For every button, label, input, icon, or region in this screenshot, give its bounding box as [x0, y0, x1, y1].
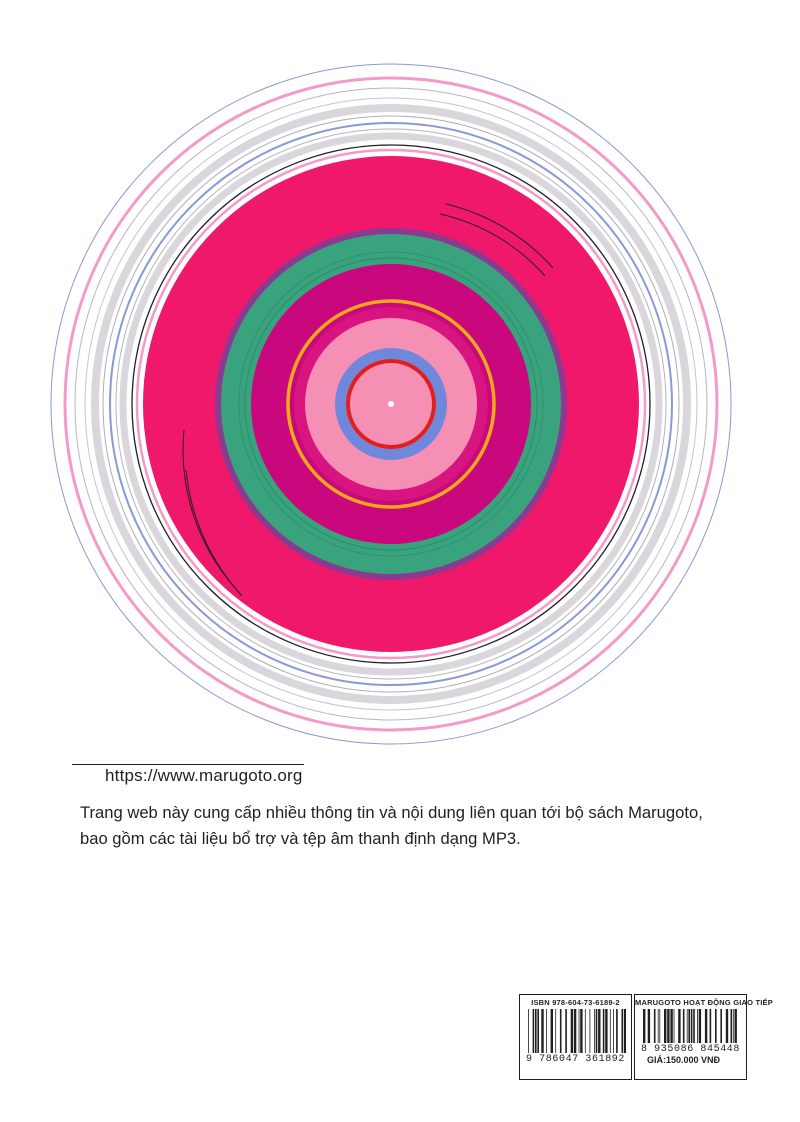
isbn-barcode: ISBN 978-604-73-6189-2 9 786047 361892 — [519, 994, 632, 1080]
barcode-bar — [623, 1009, 626, 1053]
url-divider — [72, 764, 304, 765]
barcode-bar — [686, 1009, 688, 1043]
barcode-bar — [692, 1009, 695, 1043]
barcode-bar — [677, 1009, 681, 1043]
barcode-bar — [573, 1009, 576, 1053]
disc-grooves — [182, 203, 554, 597]
barcode-bar — [597, 1009, 600, 1053]
disc-ring-red — [346, 359, 436, 449]
barcode-bar — [545, 1009, 547, 1053]
isbn-label: ISBN 978-604-73-6189-2 — [531, 998, 620, 1007]
barcode-bar — [696, 1009, 698, 1043]
barcode-bar — [734, 1009, 737, 1043]
barcode-bar — [704, 1009, 707, 1043]
series-label: MARUGOTO HOẠT ĐỘNG GIAO TIẾP — [635, 998, 773, 1007]
barcode-bar — [709, 1009, 711, 1043]
barcode-bar — [578, 1009, 579, 1053]
barcode-bar — [666, 1009, 670, 1043]
barcode-bar — [593, 1009, 595, 1053]
barcode-bar — [658, 1009, 660, 1043]
barcode-bar — [669, 1009, 673, 1043]
barcode-bar — [595, 1009, 597, 1053]
outer-ring-pink-2 — [135, 148, 647, 660]
barcode-bar — [732, 1009, 734, 1043]
price-barcode-bars — [642, 1009, 737, 1043]
barcode-bar — [559, 1009, 561, 1053]
barcode-bar — [564, 1009, 567, 1053]
barcode-bar — [536, 1009, 539, 1053]
barcode-bar — [642, 1009, 645, 1043]
outer-ring-pink — [63, 76, 719, 732]
barcode-bar — [719, 1009, 722, 1043]
barcode-bar — [698, 1009, 701, 1043]
barcode-bar — [673, 1009, 674, 1043]
barcode-bar — [534, 1009, 537, 1053]
spindle-hole — [388, 401, 394, 407]
barcode-bar — [714, 1009, 717, 1043]
ean-number: 8 935086 845448 — [640, 1044, 740, 1055]
barcode-bar — [609, 1009, 611, 1053]
barcode-bar — [647, 1009, 650, 1043]
barcode-bar — [532, 1009, 534, 1053]
description-line-2: bao gồm các tài liệu bổ trợ và tệp âm th… — [80, 829, 521, 848]
description-text: Trang web này cung cấp nhiều thông tin v… — [80, 800, 720, 852]
barcode-bar — [682, 1009, 684, 1043]
outer-ring-blue-2 — [109, 122, 673, 686]
barcode-bar — [687, 1009, 690, 1043]
barcode-bar — [725, 1009, 728, 1043]
outer-ring-gray — [91, 104, 691, 704]
barcode-bar — [621, 1009, 623, 1053]
vinyl-disc-illustration — [50, 63, 732, 745]
barcode-bar — [579, 1009, 583, 1053]
barcode-bar — [589, 1009, 590, 1053]
outer-ring-gray-2 — [119, 132, 663, 676]
website-url[interactable]: https://www.marugoto.org — [105, 766, 303, 785]
outer-ring-blue — [50, 63, 732, 745]
barcode-bar — [615, 1009, 618, 1053]
barcode-bar — [570, 1009, 573, 1053]
isbn-number: 9 786047 361892 — [525, 1054, 625, 1065]
description-line-1: Trang web này cung cấp nhiều thông tin v… — [80, 803, 703, 822]
barcode-bar — [612, 1009, 614, 1053]
isbn-barcode-bars — [527, 1009, 626, 1053]
barcode-bar — [550, 1009, 553, 1053]
barcode-bar — [730, 1009, 732, 1043]
barcode-bar — [657, 1009, 659, 1043]
barcode-bar — [663, 1009, 666, 1043]
barcode-bar — [527, 1009, 529, 1053]
barcode-bar — [602, 1009, 604, 1053]
barcode-bar — [540, 1009, 544, 1053]
outer-rings — [50, 63, 732, 745]
price-label: GIÁ:150.000 VNĐ — [647, 1055, 721, 1065]
price-barcode: MARUGOTO HOẠT ĐỘNG GIAO TIẾP 8 935086 84… — [634, 994, 773, 1080]
barcode-bar — [690, 1009, 692, 1043]
barcode-bar — [554, 1009, 556, 1053]
disc-ring-orange — [286, 299, 496, 509]
barcode-bar — [584, 1009, 586, 1053]
barcode-bar — [604, 1009, 608, 1053]
barcode-bar — [653, 1009, 655, 1043]
